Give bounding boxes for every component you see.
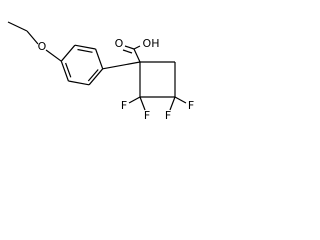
atom-label: F bbox=[121, 99, 127, 112]
bond bbox=[7, 21, 28, 32]
bond bbox=[133, 48, 141, 63]
atom-label: F bbox=[188, 99, 194, 112]
bond bbox=[65, 62, 72, 78]
bond bbox=[128, 96, 141, 104]
bond bbox=[174, 96, 187, 104]
bond bbox=[122, 49, 133, 54]
bond bbox=[139, 96, 146, 111]
molecule-diagram: O O OH F F F F bbox=[7, 21, 194, 122]
bond bbox=[133, 45, 141, 50]
bond bbox=[60, 60, 69, 82]
atom-label: OH bbox=[143, 37, 160, 50]
atom-label: O bbox=[38, 40, 47, 53]
bonds bbox=[7, 21, 187, 111]
bond bbox=[77, 48, 93, 53]
bond bbox=[124, 45, 135, 50]
bond bbox=[87, 69, 99, 82]
atom-label: F bbox=[165, 109, 171, 122]
bond bbox=[88, 68, 104, 86]
bond bbox=[74, 44, 96, 50]
bond bbox=[169, 96, 176, 111]
atom-label: F bbox=[144, 109, 150, 122]
bond bbox=[95, 48, 104, 70]
bond bbox=[26, 30, 39, 45]
bond bbox=[45, 49, 62, 62]
bond bbox=[68, 80, 90, 86]
atom-label: O bbox=[115, 37, 124, 50]
bond bbox=[102, 61, 141, 70]
bond bbox=[60, 44, 76, 62]
